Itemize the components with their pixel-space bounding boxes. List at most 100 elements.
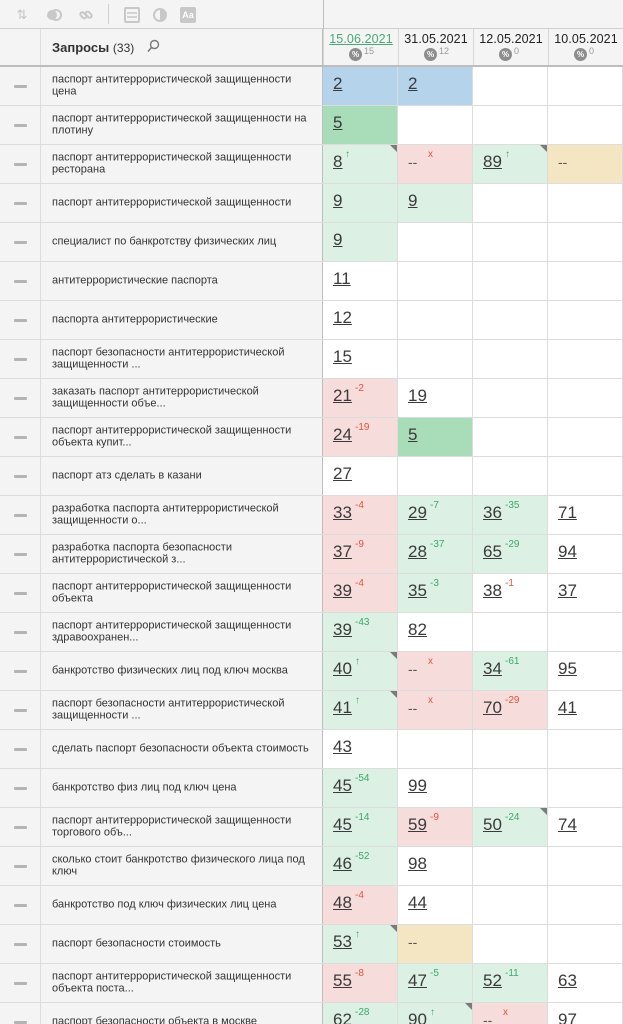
position-value[interactable]: 95 [558,659,577,678]
date-label[interactable]: 10.05.2021 [554,32,618,46]
date-label[interactable]: 31.05.2021 [404,32,468,46]
remove-icon[interactable] [14,124,27,127]
position-cell[interactable]: -- x [398,691,473,729]
date-label[interactable]: 12.05.2021 [479,32,543,46]
position-value[interactable]: 15 [333,347,352,366]
position-value[interactable]: 27 [333,464,352,483]
remove-icon[interactable] [14,553,27,556]
position-cell[interactable]: 2 [323,67,398,105]
position-cell[interactable]: 27 [323,457,398,495]
position-value[interactable]: 5 [408,425,418,444]
position-cell[interactable]: 50 -24 [473,808,548,846]
position-value[interactable]: 98 [408,854,427,873]
position-cell[interactable]: 36 -35 [473,496,548,534]
position-cell[interactable]: 59 -9 [398,808,473,846]
query-text[interactable]: банкротство физ лиц под ключ цена [52,781,237,794]
position-value[interactable]: 38 [483,581,502,600]
query-text[interactable]: паспорт антитеррористической защищенност… [52,73,292,97]
query-text[interactable]: паспорт антитеррористической защищенност… [52,424,292,448]
position-cell[interactable]: 46 -52 [323,847,398,885]
percent-icon[interactable]: % [499,48,512,61]
position-value[interactable]: 65 [483,542,502,561]
position-cell[interactable]: 38 -1 [473,574,548,612]
date-column-header[interactable]: 31.05.2021% 12 [398,29,473,65]
position-cell[interactable]: 9 [323,223,398,261]
position-cell[interactable]: 95 [548,652,623,690]
position-cell[interactable]: 82 [398,613,473,651]
position-value[interactable]: 2 [333,74,343,93]
query-text[interactable]: паспорт безопасности антитеррористическо… [52,697,285,721]
position-value[interactable]: 28 [408,542,427,561]
remove-icon[interactable] [14,904,27,907]
remove-icon[interactable] [14,1021,27,1024]
search-icon[interactable] [147,39,160,53]
remove-icon[interactable] [14,982,27,985]
query-text[interactable]: банкротство под ключ физических лиц цена [52,898,277,911]
query-text[interactable]: банкротство физических лиц под ключ моск… [52,664,288,677]
query-text[interactable]: сделать паспорт безопасности объекта сто… [52,742,309,755]
position-cell[interactable]: 40 ↑ [323,652,398,690]
position-value[interactable]: -- [408,154,418,170]
remove-icon[interactable] [14,202,27,205]
position-cell[interactable]: 63 [548,964,623,1002]
position-value[interactable]: 55 [333,971,352,990]
remove-icon[interactable] [14,436,27,439]
position-value[interactable]: 9 [333,191,343,210]
position-cell[interactable]: 5 [398,418,473,456]
position-cell[interactable]: 29 -7 [398,496,473,534]
position-cell[interactable]: 21 -2 [323,379,398,417]
position-cell[interactable]: 9 [323,184,398,222]
position-cell[interactable]: 45 -54 [323,769,398,807]
position-value[interactable]: 2 [408,74,418,93]
text-icon[interactable]: Aa [180,7,196,23]
position-value[interactable]: 36 [483,503,502,522]
query-text[interactable]: заказать паспорт антитеррористической за… [52,385,259,409]
position-cell[interactable]: 37 -9 [323,535,398,573]
position-value[interactable]: 9 [408,191,418,210]
query-text[interactable]: разработка паспорта безопасности антитер… [52,541,232,565]
remove-icon[interactable] [14,631,27,634]
position-value[interactable]: 39 [333,581,352,600]
position-cell[interactable]: 35 -3 [398,574,473,612]
position-cell[interactable]: 2 [398,67,473,105]
position-cell[interactable]: 34 -61 [473,652,548,690]
position-value[interactable]: -- [408,661,418,677]
position-cell[interactable]: 8 ↑ [323,145,398,183]
position-cell[interactable]: 94 [548,535,623,573]
remove-icon[interactable] [14,709,27,712]
position-value[interactable]: 46 [333,854,352,873]
position-value[interactable]: 39 [333,620,352,639]
query-text[interactable]: паспорт атз сделать в казани [52,469,202,482]
position-value[interactable]: 50 [483,815,502,834]
query-text[interactable]: паспорт безопасности антитеррористическо… [52,346,285,370]
position-value[interactable]: 5 [333,113,343,132]
position-value[interactable]: 40 [333,659,352,678]
date-label[interactable]: 15.06.2021 [329,32,393,46]
queries-column-header[interactable]: Запросы (33) [41,29,323,65]
position-value[interactable]: 59 [408,815,427,834]
link-icon[interactable] [78,7,94,23]
position-cell[interactable]: 98 [398,847,473,885]
toggle-icon[interactable] [46,7,62,23]
position-cell[interactable]: -- [398,925,473,963]
query-text[interactable]: паспорт антитеррористической защищенност… [52,151,292,175]
position-cell[interactable]: 28 -37 [398,535,473,573]
contrast-icon[interactable] [152,7,168,23]
position-value[interactable]: 44 [408,893,427,912]
position-value[interactable]: 62 [333,1010,352,1024]
date-column-header[interactable]: 10.05.2021% 0 [548,29,623,65]
date-column-header[interactable]: 15.06.2021% 15 [323,29,398,65]
position-value[interactable]: 41 [558,698,577,717]
position-value[interactable]: 82 [408,620,427,639]
position-value[interactable]: -- [408,934,418,950]
position-value[interactable]: -- [408,700,418,716]
position-cell[interactable]: 15 [323,340,398,378]
position-cell[interactable]: 44 [398,886,473,924]
query-text[interactable]: паспорт антитеррористической защищенност… [52,970,292,994]
position-value[interactable]: 52 [483,971,502,990]
position-value[interactable]: 74 [558,815,577,834]
position-cell[interactable]: 39 -43 [323,613,398,651]
position-cell[interactable]: 41 [548,691,623,729]
position-cell[interactable]: 97 [548,1003,623,1024]
position-cell[interactable]: 45 -14 [323,808,398,846]
